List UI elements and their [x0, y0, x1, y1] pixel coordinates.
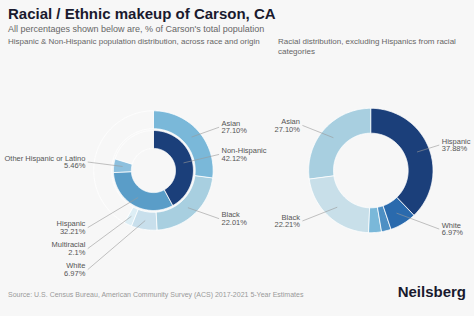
html-text:Source: U.S. Census Bureau, Am: Source: U.S. Census Bureau, American Com…: [8, 291, 304, 298]
svg-text:White6.97%: White6.97%: [442, 221, 464, 238]
svg-text:Hispanic37.88%: Hispanic37.88%: [442, 137, 471, 154]
html-text:Racial distribution, excluding: Racial distribution, excluding Hispanics…: [278, 37, 456, 56]
svg-text:Hispanic32.21%: Hispanic32.21%: [57, 219, 86, 236]
svg-text:Multiracial2.1%: Multiracial2.1%: [52, 240, 86, 257]
html-text:Neilsberg: Neilsberg: [397, 283, 466, 300]
svg-text:Black22.01%: Black22.01%: [221, 210, 247, 227]
svg-text:White6.97%: White6.97%: [64, 261, 86, 278]
svg-text:Other Hispanic or Latino5.46%: Other Hispanic or Latino5.46%: [4, 154, 85, 171]
svg-text:Asian27.10%: Asian27.10%: [221, 119, 247, 136]
html-text:Hispanic & Non-Hispanic popula: Hispanic & Non-Hispanic population distr…: [8, 37, 260, 46]
html-text:All percentages shown below ar: All percentages shown below are, % of Ca…: [8, 24, 265, 34]
svg-text:Black22.21%: Black22.21%: [274, 213, 300, 230]
svg-text:Asian27.10%: Asian27.10%: [274, 117, 300, 134]
svg-text:Non-Hispanic42.12%: Non-Hispanic42.12%: [221, 146, 266, 163]
html-text:Racial / Ethnic makeup of Cars: Racial / Ethnic makeup of Carson, CA: [8, 5, 276, 22]
